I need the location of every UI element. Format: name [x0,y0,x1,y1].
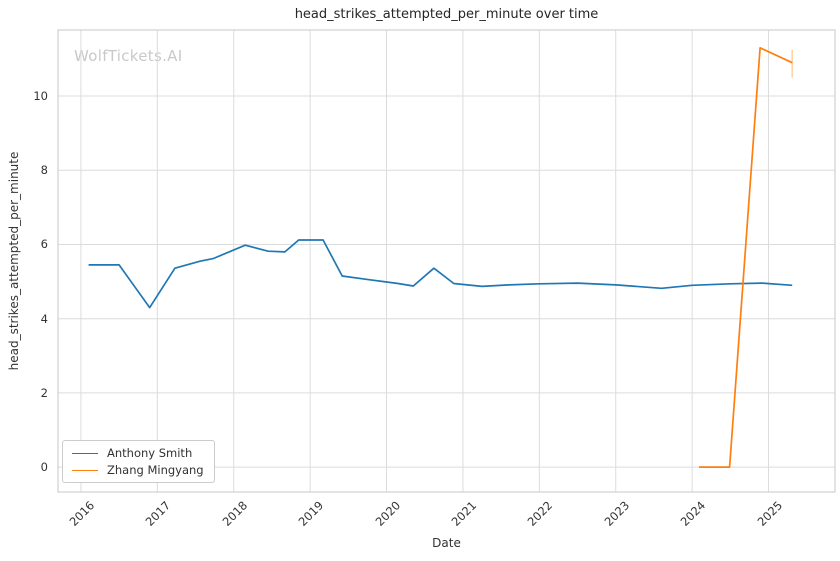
series-line-zhang-mingyang [699,46,793,468]
legend-line-swatch-orange [72,469,98,471]
legend-label-zhang-mingyang: Zhang Mingyang [107,463,204,477]
y-tick-label: 6 [40,237,48,252]
legend-label-anthony-smith: Anthony Smith [107,446,193,460]
legend-item-anthony-smith: Anthony Smith [72,446,204,460]
y-tick-label: 0 [40,460,48,475]
y-tick-label: 4 [40,311,48,326]
legend: Anthony Smith Zhang Mingyang [62,440,215,483]
y-tick-label: 10 [33,89,48,104]
legend-line-swatch-blue [72,452,98,454]
y-tick-label: 8 [40,163,48,178]
y-tick-label: 2 [40,385,48,400]
watermark: WolfTickets.AI [74,47,183,65]
chart-title: head_strikes_attempted_per_minute over t… [294,7,599,22]
series-line-anthony-smith [88,239,793,309]
plot-border [57,29,836,493]
x-axis-label: Date [432,536,461,550]
legend-item-zhang-mingyang: Zhang Mingyang [72,463,204,477]
